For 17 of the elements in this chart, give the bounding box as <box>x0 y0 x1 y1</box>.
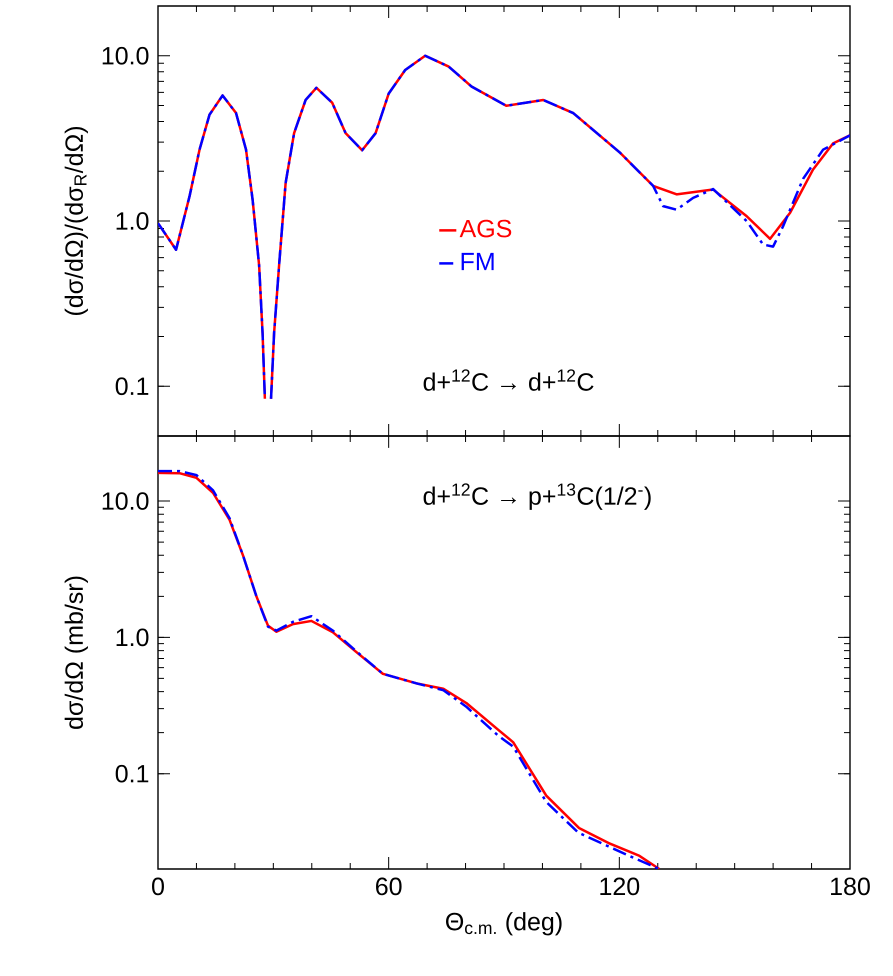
y-tick-label: 10.0 <box>102 46 148 65</box>
annotation: d+$^{12}$C → p+$^{13}$C(1/2$^{-}$) <box>424 483 651 510</box>
y-tick-label: 10.0 <box>102 492 148 510</box>
x-tick-label: 120 <box>600 878 640 896</box>
x-axis-title: Θ$_{c.m.}$ (deg) <box>446 912 562 936</box>
x-tick-label: 0 <box>152 878 164 896</box>
x-tick-label: 60 <box>376 878 402 896</box>
y-tick-label: 1.0 <box>116 628 148 646</box>
legend-label: FM <box>462 252 494 270</box>
annotation: d+$^{12}$C → d+$^{12}$C <box>424 369 594 391</box>
y-tick-label: 0.1 <box>116 377 148 396</box>
y-axis-title: dσ/dΩ (mb/sr) <box>64 576 88 729</box>
y-axis-title: (dσ/dΩ)/(dσ$_{R}$/dΩ) <box>64 126 88 316</box>
legend-label: AGS <box>460 220 512 238</box>
y-tick-label: 1.0 <box>116 212 148 230</box>
y-tick-label: 0.1 <box>116 764 148 783</box>
x-tick-label: 180 <box>831 878 870 896</box>
